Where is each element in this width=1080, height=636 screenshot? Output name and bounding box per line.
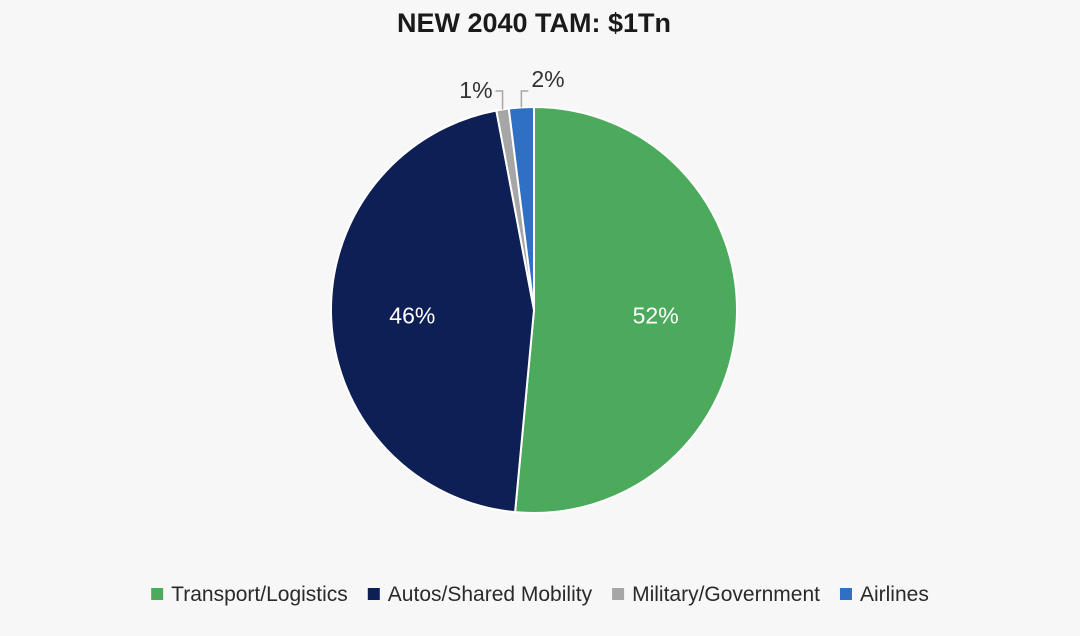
- legend-item-airlines: Airlines: [839, 583, 929, 606]
- legend-label-airlines: Airlines: [860, 583, 929, 606]
- legend-label-autos-shared-mobility: Autos/Shared Mobility: [388, 583, 593, 606]
- leader-line-military-government: [495, 90, 504, 110]
- pie-slice-transport-logistics: [513, 105, 738, 514]
- legend-swatch-autos-shared-mobility: [367, 588, 380, 600]
- leader-line-airlines: [520, 90, 529, 108]
- legend-item-autos-shared-mobility: Autos/Shared Mobility: [367, 583, 593, 606]
- legend-swatch-airlines: [839, 588, 852, 600]
- data-label-autos-shared-mobility: 46%: [389, 303, 435, 329]
- legend-swatch-military-government: [612, 588, 625, 600]
- legend-item-military-government: Military/Government: [612, 583, 820, 606]
- legend-label-military-government: Military/Government: [632, 583, 820, 606]
- legend-item-transport-logistics: Transport/Logistics: [151, 583, 348, 606]
- chart-title: NEW 2040 TAM: $1Tn: [397, 8, 671, 38]
- data-label-airlines: 2%: [531, 66, 564, 92]
- data-label-military-government: 1%: [459, 77, 492, 103]
- data-label-transport-logistics: 52%: [633, 303, 679, 329]
- legend-label-transport-logistics: Transport/Logistics: [171, 583, 348, 606]
- legend-swatch-transport-logistics: [151, 588, 164, 600]
- pie-slice-autos-shared-mobility: [330, 109, 536, 514]
